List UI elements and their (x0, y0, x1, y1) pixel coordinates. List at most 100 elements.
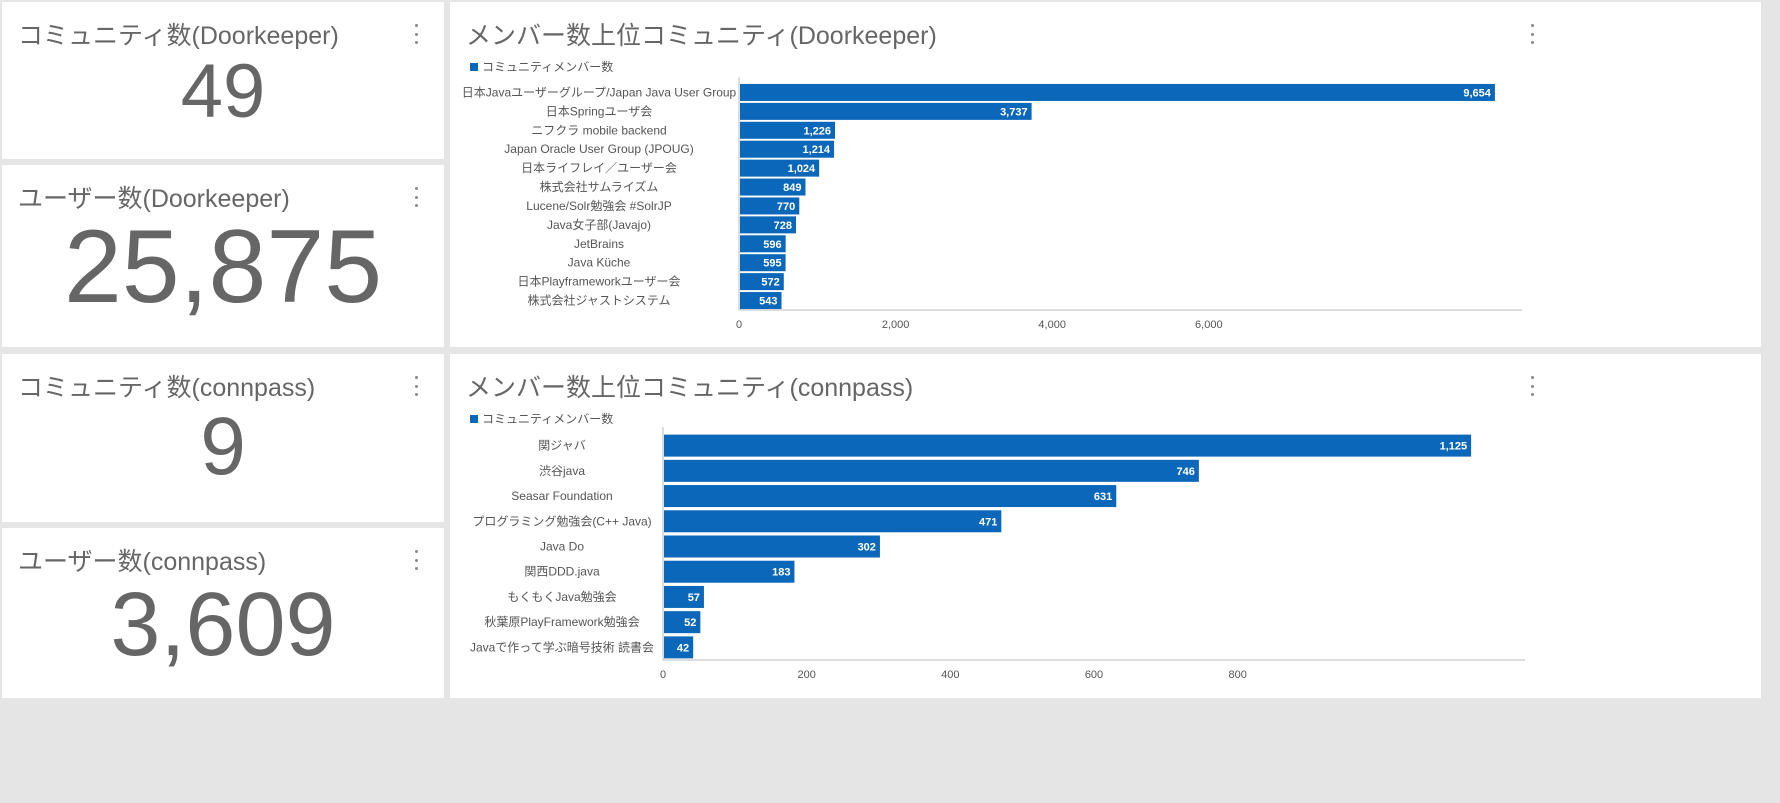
category-label: JetBrains (574, 237, 624, 251)
category-label: 日本Javaユーザーグループ/Japan Java User Group (462, 85, 737, 99)
x-tick-label: 400 (941, 669, 959, 681)
category-label: Java女子部(Javajo) (547, 217, 651, 232)
bar (664, 611, 701, 634)
data-label: 1,125 (1440, 441, 1468, 453)
data-label: 183 (772, 567, 790, 579)
category-label: Java Do (540, 540, 584, 554)
legend-label: コミュニティメンバー数 (482, 60, 614, 74)
category-label: もくもくJava勉強会 (507, 590, 616, 604)
data-label: 57 (688, 592, 700, 604)
data-label: 543 (759, 296, 777, 308)
category-label: Japan Oracle User Group (JPOUG) (504, 142, 693, 156)
bar (664, 535, 880, 558)
category-label: Java Küche (568, 256, 631, 270)
more-menu-icon[interactable] (413, 24, 419, 44)
chart-card-connpass: メンバー数上位コミュニティ(connpass) コミュニティメンバー数 1,12… (450, 354, 1761, 698)
data-label: 1,214 (803, 144, 831, 156)
legend-swatch (470, 62, 478, 71)
x-tick-label: 200 (797, 669, 815, 681)
bar (664, 459, 1199, 482)
kpi-title: コミュニティ数(connpass) (18, 374, 316, 402)
bar-chart-connpass: 1,125 関ジャバ 746 渋谷java 631 Seasar Foundation 47… (470, 427, 1525, 681)
category-label: 日本Playframeworkユーザー会 (517, 275, 680, 289)
kpi-value: 3,609 (110, 575, 336, 675)
data-label: 471 (979, 516, 997, 528)
data-label: 3,737 (1000, 106, 1028, 118)
kpi-card-cp-communities: コミュニティ数(connpass) 9 (2, 354, 444, 522)
data-label: 1,024 (788, 163, 816, 175)
chart-title: メンバー数上位コミュニティ(Doorkeeper) (466, 22, 937, 50)
data-label: 596 (763, 239, 781, 251)
more-menu-icon[interactable] (413, 187, 419, 207)
category-label: Javaで作って学ぶ暗号技術 読書会 (470, 639, 654, 654)
bar (740, 216, 797, 234)
kpi-title: ユーザー数(connpass) (18, 548, 267, 576)
bar (664, 560, 795, 583)
kpi-card-dk-users: ユーザー数(Doorkeeper) 25,875 (2, 165, 444, 347)
more-menu-icon[interactable] (413, 376, 419, 396)
chart-legend: コミュニティメンバー数 (470, 58, 613, 75)
data-label: 728 (774, 220, 792, 232)
bar (664, 434, 1472, 457)
chart-title: メンバー数上位コミュニティ(connpass) (466, 374, 914, 402)
more-menu-icon[interactable] (1529, 376, 1535, 396)
bar (740, 178, 806, 196)
more-menu-icon[interactable] (413, 550, 419, 570)
category-label: 日本Springユーザ会 (546, 104, 652, 118)
bar (740, 83, 1495, 101)
legend-label: コミュニティメンバー数 (482, 412, 614, 426)
category-label: 日本ライフレイ／ユーザー会 (521, 161, 677, 175)
x-tick-label: 0 (660, 669, 666, 681)
data-label: 9,654 (1463, 87, 1491, 99)
category-label: Seasar Foundation (511, 489, 612, 503)
kpi-title: コミュニティ数(Doorkeeper) (18, 22, 339, 50)
category-label: 渋谷java (539, 464, 585, 478)
kpi-card-dk-communities: コミュニティ数(Doorkeeper) 49 (2, 2, 444, 159)
more-menu-icon[interactable] (1529, 24, 1535, 44)
x-tick-label: 800 (1228, 669, 1246, 681)
bar (664, 636, 694, 659)
bar (740, 292, 782, 310)
kpi-value: 49 (180, 49, 266, 134)
category-label: プログラミング勉強会(C++ Java) (472, 514, 651, 528)
kpi-title: ユーザー数(Doorkeeper) (18, 185, 290, 213)
data-label: 302 (858, 542, 876, 554)
data-label: 746 (1177, 466, 1195, 478)
bar (664, 510, 1002, 533)
x-tick-label: 600 (1085, 669, 1103, 681)
data-label: 42 (677, 642, 689, 654)
category-label: 関西DDD.java (524, 565, 600, 579)
category-label: 関ジャバ (538, 439, 585, 453)
x-tick-label: 6,000 (1195, 319, 1223, 331)
bar (664, 485, 1117, 508)
legend-swatch (470, 414, 478, 423)
data-label: 52 (684, 617, 696, 629)
data-label: 849 (783, 182, 801, 194)
kpi-card-cp-users: ユーザー数(connpass) 3,609 (2, 528, 444, 698)
bar (740, 159, 820, 177)
bar (740, 121, 835, 139)
bar (740, 273, 784, 291)
x-tick-label: 0 (736, 319, 742, 331)
category-label: Lucene/Solr勉強会 #SolrJP (526, 199, 671, 213)
data-label: 631 (1094, 491, 1112, 503)
x-tick-label: 4,000 (1038, 319, 1066, 331)
x-tick-label: 2,000 (882, 319, 910, 331)
chart-legend: コミュニティメンバー数 (470, 410, 613, 427)
data-label: 1,226 (803, 125, 831, 137)
category-label: 株式会社ジャストシステム (527, 293, 670, 308)
kpi-value: 9 (200, 401, 246, 492)
bar (740, 197, 800, 215)
bar (664, 585, 704, 608)
data-label: 770 (777, 201, 795, 213)
category-label: ニフクラ mobile backend (531, 123, 666, 137)
bar (740, 140, 835, 158)
category-label: 株式会社サムライズム (540, 179, 659, 194)
category-label: 秋葉原PlayFramework勉強会 (484, 615, 639, 629)
data-label: 595 (763, 258, 781, 270)
kpi-value: 25,875 (63, 209, 383, 325)
chart-card-doorkeeper: メンバー数上位コミュニティ(Doorkeeper) コミュニティメンバー数 9,… (450, 2, 1761, 347)
bar (740, 254, 786, 272)
bar-chart-doorkeeper: 9,654 日本Javaユーザーグループ/Japan Java User Grou… (462, 77, 1522, 331)
data-label: 572 (761, 277, 779, 289)
